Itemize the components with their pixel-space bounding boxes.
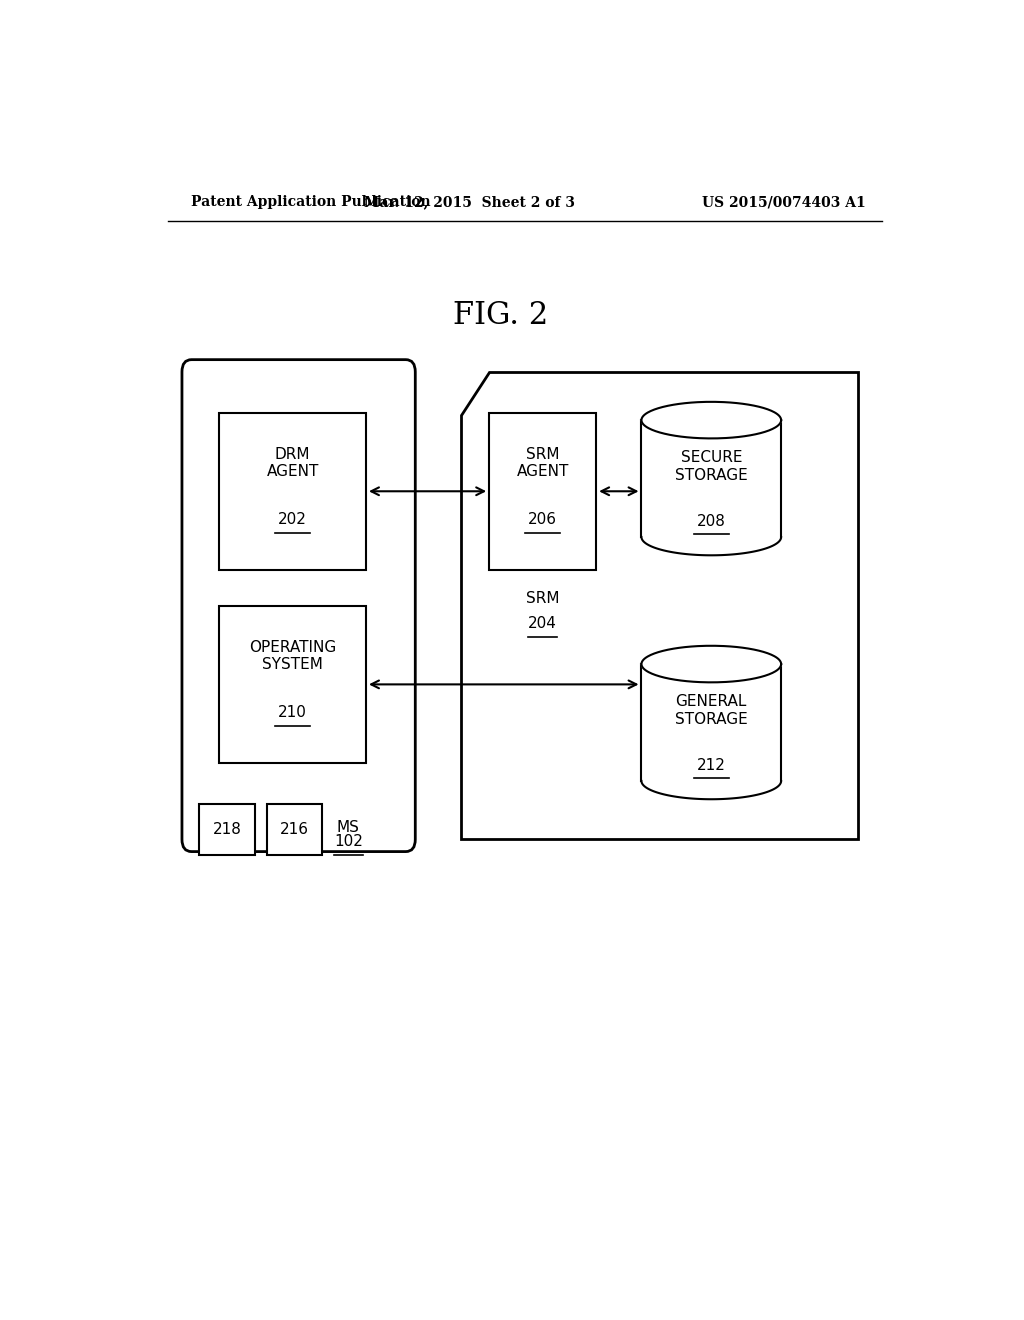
Text: Patent Application Publication: Patent Application Publication: [191, 195, 431, 209]
Text: US 2015/0074403 A1: US 2015/0074403 A1: [702, 195, 866, 209]
Text: DRM
AGENT: DRM AGENT: [266, 446, 318, 479]
FancyBboxPatch shape: [267, 804, 323, 854]
Text: 102: 102: [334, 834, 364, 849]
Text: 218: 218: [213, 822, 242, 837]
FancyBboxPatch shape: [219, 606, 367, 763]
Text: SECURE
STORAGE: SECURE STORAGE: [675, 450, 748, 483]
Text: SRM
AGENT: SRM AGENT: [516, 446, 569, 479]
Bar: [641, 420, 781, 537]
Text: 210: 210: [279, 705, 307, 721]
Text: 206: 206: [528, 512, 557, 527]
Text: GENERAL
STORAGE: GENERAL STORAGE: [675, 694, 748, 726]
Bar: [641, 664, 781, 781]
Text: SRM: SRM: [526, 591, 559, 606]
Text: 204: 204: [528, 616, 557, 631]
Text: OPERATING
SYSTEM: OPERATING SYSTEM: [249, 640, 336, 672]
FancyBboxPatch shape: [489, 412, 596, 570]
Text: 208: 208: [697, 513, 726, 529]
FancyBboxPatch shape: [219, 412, 367, 570]
Polygon shape: [461, 372, 858, 840]
Text: MS: MS: [337, 820, 359, 834]
Text: 202: 202: [279, 512, 307, 527]
FancyBboxPatch shape: [182, 359, 416, 851]
Text: 212: 212: [697, 758, 726, 772]
Polygon shape: [641, 401, 781, 438]
Text: FIG. 2: FIG. 2: [454, 301, 549, 331]
Text: 216: 216: [281, 822, 309, 837]
FancyBboxPatch shape: [200, 804, 255, 854]
Polygon shape: [641, 645, 781, 682]
Text: Mar. 12, 2015  Sheet 2 of 3: Mar. 12, 2015 Sheet 2 of 3: [364, 195, 574, 209]
